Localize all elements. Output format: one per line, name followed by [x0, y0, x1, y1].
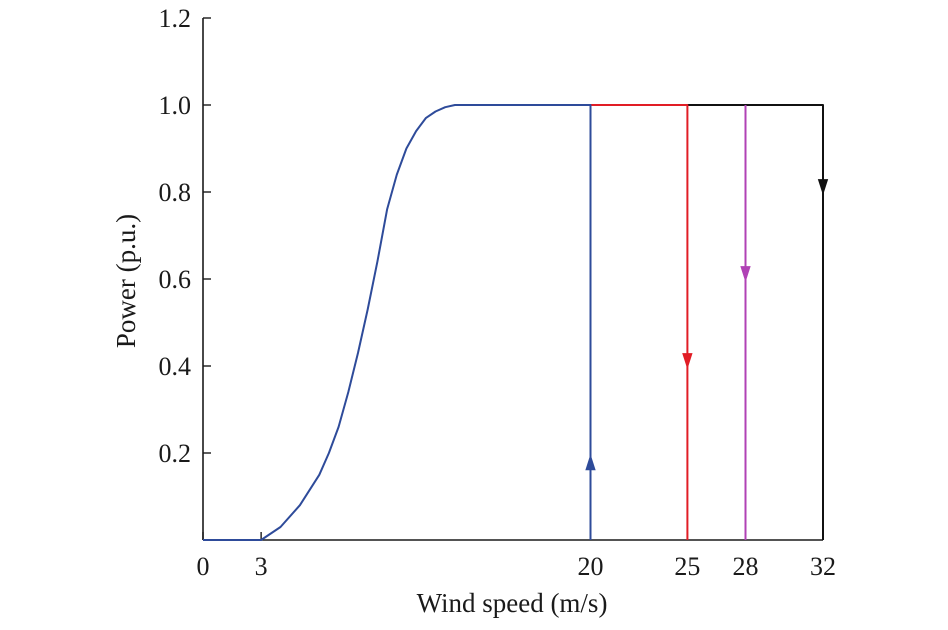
y-tick-label: 0.2 [159, 439, 192, 468]
y-tick-label: 1.2 [159, 4, 192, 33]
direction-arrow [585, 454, 596, 471]
y-tick-label: 0.4 [159, 352, 192, 381]
y-tick-label: 0.8 [159, 178, 192, 207]
x-tick-label: 20 [578, 552, 604, 581]
series-lines [203, 104, 829, 541]
x-axis-title: Wind speed (m/s) [417, 588, 608, 618]
series-line [687, 104, 824, 540]
y-axis-title: Power (p.u.) [111, 214, 141, 348]
x-tick-label: 25 [674, 552, 700, 581]
axes [202, 17, 824, 541]
y-tick-label: 0.6 [159, 265, 192, 294]
direction-arrow [682, 353, 693, 370]
x-tick-label: 0 [197, 552, 210, 581]
x-tick-label: 3 [255, 552, 268, 581]
tick-labels: 0.2 0.4 0.6 0.8 1.0 1.2 0 3 20 25 28 32 [159, 4, 837, 581]
direction-arrow [817, 179, 829, 196]
x-tick-label: 32 [810, 552, 836, 581]
series-line [203, 104, 592, 541]
x-tick-label: 28 [733, 552, 759, 581]
direction-arrow [740, 266, 751, 283]
y-tick-label: 1.0 [159, 91, 192, 120]
series-line [590, 104, 689, 540]
